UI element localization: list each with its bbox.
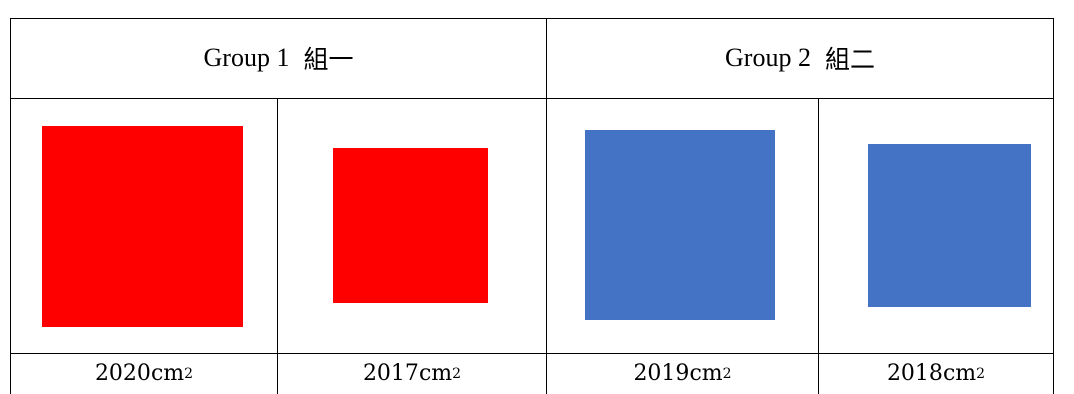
table-border-top (10, 18, 1054, 19)
cell-divider-group-1 (277, 98, 278, 394)
area-label-1: 2020 cm 2 (94, 361, 194, 386)
area-value: 2018 (886, 361, 943, 386)
table-border-left (10, 18, 11, 394)
group-1-label-zh: 組一 (303, 45, 354, 74)
area-label-2: 2017 cm 2 (362, 361, 462, 386)
header-divider (10, 98, 1054, 99)
area-value: 2019 (633, 361, 690, 386)
cell-divider-group-2 (818, 98, 819, 394)
group-divider (546, 18, 547, 394)
group-1-label: Group 1 (203, 43, 290, 72)
table-border-right (1053, 18, 1054, 394)
group-1-header: Group 1 組一 (11, 18, 546, 98)
area-unit: cm (150, 361, 185, 386)
area-unit: cm (942, 361, 977, 386)
group-2-header: Group 2 組二 (547, 18, 1053, 98)
square-4 (868, 144, 1031, 307)
square-1 (42, 126, 243, 327)
area-value: 2020 (94, 361, 151, 386)
group-2-label: Group 2 (725, 43, 811, 72)
area-label-3: 2019 cm 2 (633, 361, 732, 386)
area-label-4: 2018 cm 2 (886, 361, 986, 386)
square-3 (585, 130, 775, 320)
comparison-table: Group 1 組一 Group 2 組二 2020 cm 2 2017 cm 2 20… (10, 18, 1054, 394)
area-unit: cm (418, 361, 453, 386)
square-2 (333, 148, 488, 303)
group-2-label-zh: 組二 (824, 45, 875, 74)
label-row-divider (10, 353, 1054, 354)
area-unit: cm (689, 361, 723, 386)
area-value: 2017 (362, 361, 419, 386)
